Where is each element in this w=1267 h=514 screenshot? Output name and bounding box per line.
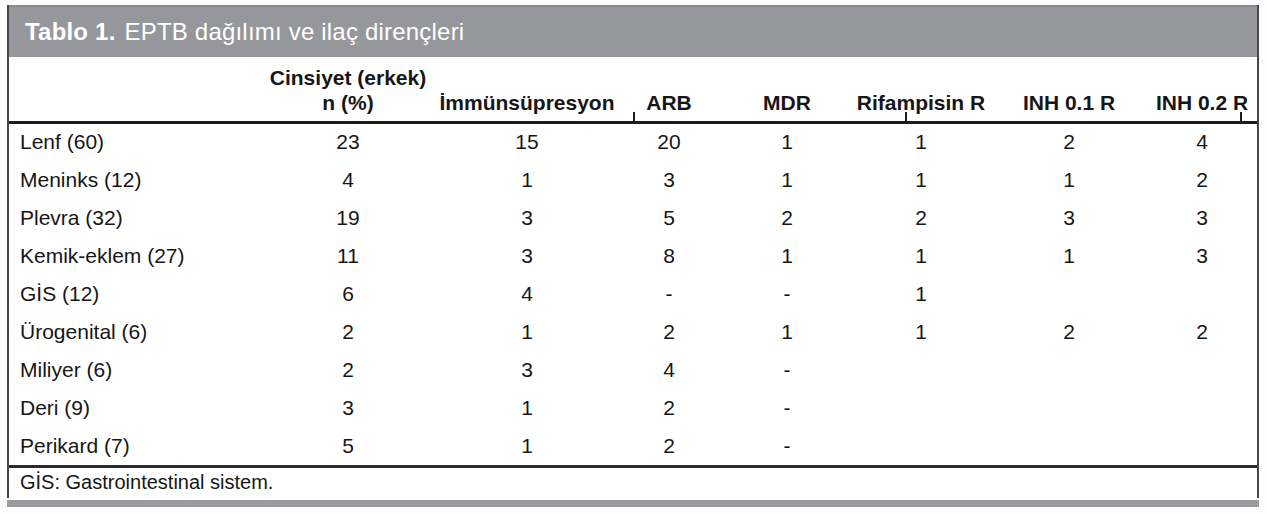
cell: 8 xyxy=(615,237,723,275)
header-rule-tick xyxy=(1240,112,1242,122)
row-label: GİS (12) xyxy=(9,275,257,313)
cell: 2 xyxy=(615,389,723,427)
cell: - xyxy=(723,275,851,313)
cell: 2 xyxy=(851,199,991,237)
cell: 3 xyxy=(439,199,615,237)
cell: 3 xyxy=(991,199,1147,237)
cell: 1 xyxy=(723,313,851,351)
cell: 2 xyxy=(1147,313,1257,351)
cell: 3 xyxy=(1147,199,1257,237)
cell xyxy=(851,389,991,427)
cell: - xyxy=(723,427,851,465)
table-title-prefix: Tablo 1. xyxy=(25,18,116,46)
table-title-bar: Tablo 1. EPTB dağılımı ve ilaç dirençler… xyxy=(9,5,1257,57)
cell xyxy=(991,427,1147,465)
cell: 2 xyxy=(723,199,851,237)
cell: 1 xyxy=(851,237,991,275)
cell xyxy=(851,351,991,389)
cell: 1 xyxy=(723,123,851,161)
cell: 1 xyxy=(723,161,851,199)
cell: 2 xyxy=(991,123,1147,161)
cell: 3 xyxy=(257,389,439,427)
header-rule-tick xyxy=(905,112,907,122)
cell: 3 xyxy=(615,161,723,199)
cell: 4 xyxy=(1147,123,1257,161)
cell: 1 xyxy=(991,237,1147,275)
column-header-mdr: MDR xyxy=(723,57,851,123)
cell: 11 xyxy=(257,237,439,275)
row-label: Miliyer (6) xyxy=(9,351,257,389)
cell: 2 xyxy=(257,351,439,389)
cell: 19 xyxy=(257,199,439,237)
table-row: Perikard (7) 5 1 2 - xyxy=(9,427,1257,465)
cell: 23 xyxy=(257,123,439,161)
cell: 20 xyxy=(615,123,723,161)
table-footnote: GİS: Gastrointestinal sistem. xyxy=(9,465,1257,498)
row-label: Plevra (32) xyxy=(9,199,257,237)
table-frame: Tablo 1. EPTB dağılımı ve ilaç dirençler… xyxy=(7,5,1259,498)
column-header-empty xyxy=(9,57,257,123)
table-row: Meninks (12) 4 1 3 1 1 1 2 xyxy=(9,161,1257,199)
cell xyxy=(991,389,1147,427)
cell: 2 xyxy=(991,313,1147,351)
column-header-arb: ARB xyxy=(615,57,723,123)
cell: 5 xyxy=(615,199,723,237)
cell: 5 xyxy=(257,427,439,465)
cell: 3 xyxy=(439,237,615,275)
row-label: Ürogenital (6) xyxy=(9,313,257,351)
cell: - xyxy=(723,389,851,427)
table-row: Kemik-eklem (27) 11 3 8 1 1 1 3 xyxy=(9,237,1257,275)
cell: 15 xyxy=(439,123,615,161)
cell: - xyxy=(723,351,851,389)
cell: 6 xyxy=(257,275,439,313)
cell: - xyxy=(615,275,723,313)
table-row: Lenf (60) 23 15 20 1 1 2 4 xyxy=(9,123,1257,161)
cell xyxy=(1147,389,1257,427)
cell: 1 xyxy=(439,427,615,465)
cell: 3 xyxy=(1147,237,1257,275)
cell xyxy=(851,427,991,465)
table-row: Miliyer (6) 2 3 4 - xyxy=(9,351,1257,389)
table-row: Ürogenital (6) 2 1 2 1 1 2 2 xyxy=(9,313,1257,351)
cell: 1 xyxy=(851,275,991,313)
cell xyxy=(991,275,1147,313)
cell: 1 xyxy=(851,161,991,199)
cell: 2 xyxy=(1147,161,1257,199)
table-row: Plevra (32) 19 3 5 2 2 3 3 xyxy=(9,199,1257,237)
page: Tablo 1. EPTB dağılımı ve ilaç dirençler… xyxy=(0,0,1267,514)
row-label: Lenf (60) xyxy=(9,123,257,161)
column-header-rifampisin: Rifampisin R xyxy=(851,57,991,123)
cell: 3 xyxy=(439,351,615,389)
column-header-cinsiyet: Cinsiyet (erkek) n (%) xyxy=(257,57,439,123)
cell xyxy=(1147,427,1257,465)
bottom-bar xyxy=(7,500,1259,507)
cell: 1 xyxy=(439,313,615,351)
cell: 1 xyxy=(851,123,991,161)
cell: 1 xyxy=(439,161,615,199)
row-label: Meninks (12) xyxy=(9,161,257,199)
cell: 4 xyxy=(257,161,439,199)
column-header-inh01: INH 0.1 R xyxy=(991,57,1147,123)
cell: 4 xyxy=(439,275,615,313)
table-row: GİS (12) 6 4 - - 1 xyxy=(9,275,1257,313)
row-label: Deri (9) xyxy=(9,389,257,427)
cell: 2 xyxy=(257,313,439,351)
cell: 2 xyxy=(615,427,723,465)
table-row: Deri (9) 3 1 2 - xyxy=(9,389,1257,427)
cell xyxy=(991,351,1147,389)
cell xyxy=(1147,351,1257,389)
cell: 1 xyxy=(723,237,851,275)
row-label: Kemik-eklem (27) xyxy=(9,237,257,275)
cell xyxy=(1147,275,1257,313)
cell: 1 xyxy=(991,161,1147,199)
table-title-text: EPTB dağılımı ve ilaç dirençleri xyxy=(125,18,465,46)
row-label: Perikard (7) xyxy=(9,427,257,465)
column-header-immunsupresyon: İmmünsüpresyon xyxy=(439,57,615,123)
cell: 2 xyxy=(615,313,723,351)
cell: 1 xyxy=(851,313,991,351)
cell: 1 xyxy=(439,389,615,427)
cell: 4 xyxy=(615,351,723,389)
header-rule-tick xyxy=(633,112,635,122)
footnote-text: GİS: Gastrointestinal sistem. xyxy=(20,471,273,494)
